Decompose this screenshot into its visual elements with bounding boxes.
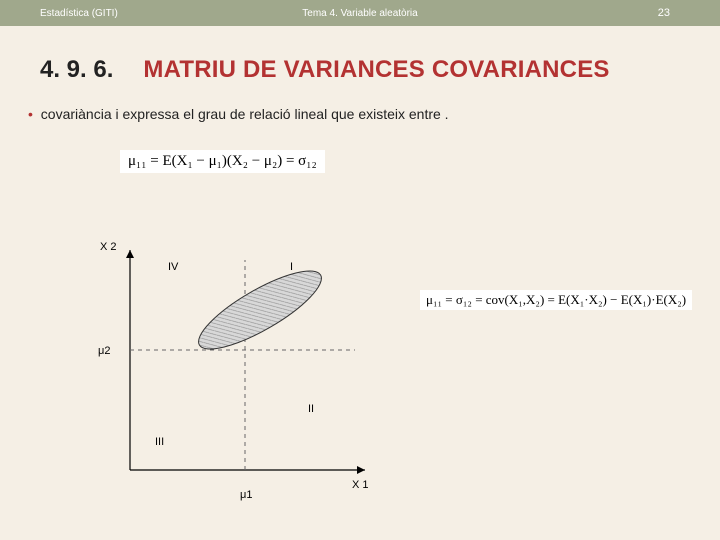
svg-text:I: I — [290, 261, 293, 273]
svg-text:X 2: X 2 — [100, 241, 117, 253]
svg-text:IV: IV — [168, 261, 179, 273]
svg-text:III: III — [155, 436, 164, 448]
formula-2: μ₁₁ = σ₁₂ = cov(X₁,X₂) = E(X₁·X₂) − E(X₁… — [420, 290, 692, 310]
bullet-line: • covariància i expressa el grau de rela… — [0, 94, 720, 128]
svg-text:II: II — [308, 403, 314, 415]
header-center: Tema 4. Variable aleatòria — [302, 8, 417, 19]
section-number: 4. 9. 6. — [40, 56, 113, 84]
svg-text:X 1: X 1 — [352, 479, 369, 491]
header-left: Estadística (GITI) — [40, 8, 118, 19]
bullet-dot: • — [28, 106, 33, 122]
covariance-diagram: X 2X 1μ1μ2IIIIIIIV — [80, 230, 370, 520]
svg-text:μ1: μ1 — [240, 489, 252, 501]
bullet-text: covariància i expressa el grau de relaci… — [41, 106, 449, 122]
title-row: 4. 9. 6. MATRIU DE VARIANCES COVARIANCES — [0, 26, 720, 94]
header-bar: Estadística (GITI) Tema 4. Variable alea… — [0, 0, 720, 26]
page-number: 23 — [658, 7, 670, 19]
formula-1: μ₁₁ = E(X₁ − μ₁)(X₂ − μ₂) = σ₁₂ — [120, 150, 325, 173]
svg-text:μ2: μ2 — [98, 345, 110, 357]
main-title: MATRIU DE VARIANCES COVARIANCES — [143, 56, 609, 84]
